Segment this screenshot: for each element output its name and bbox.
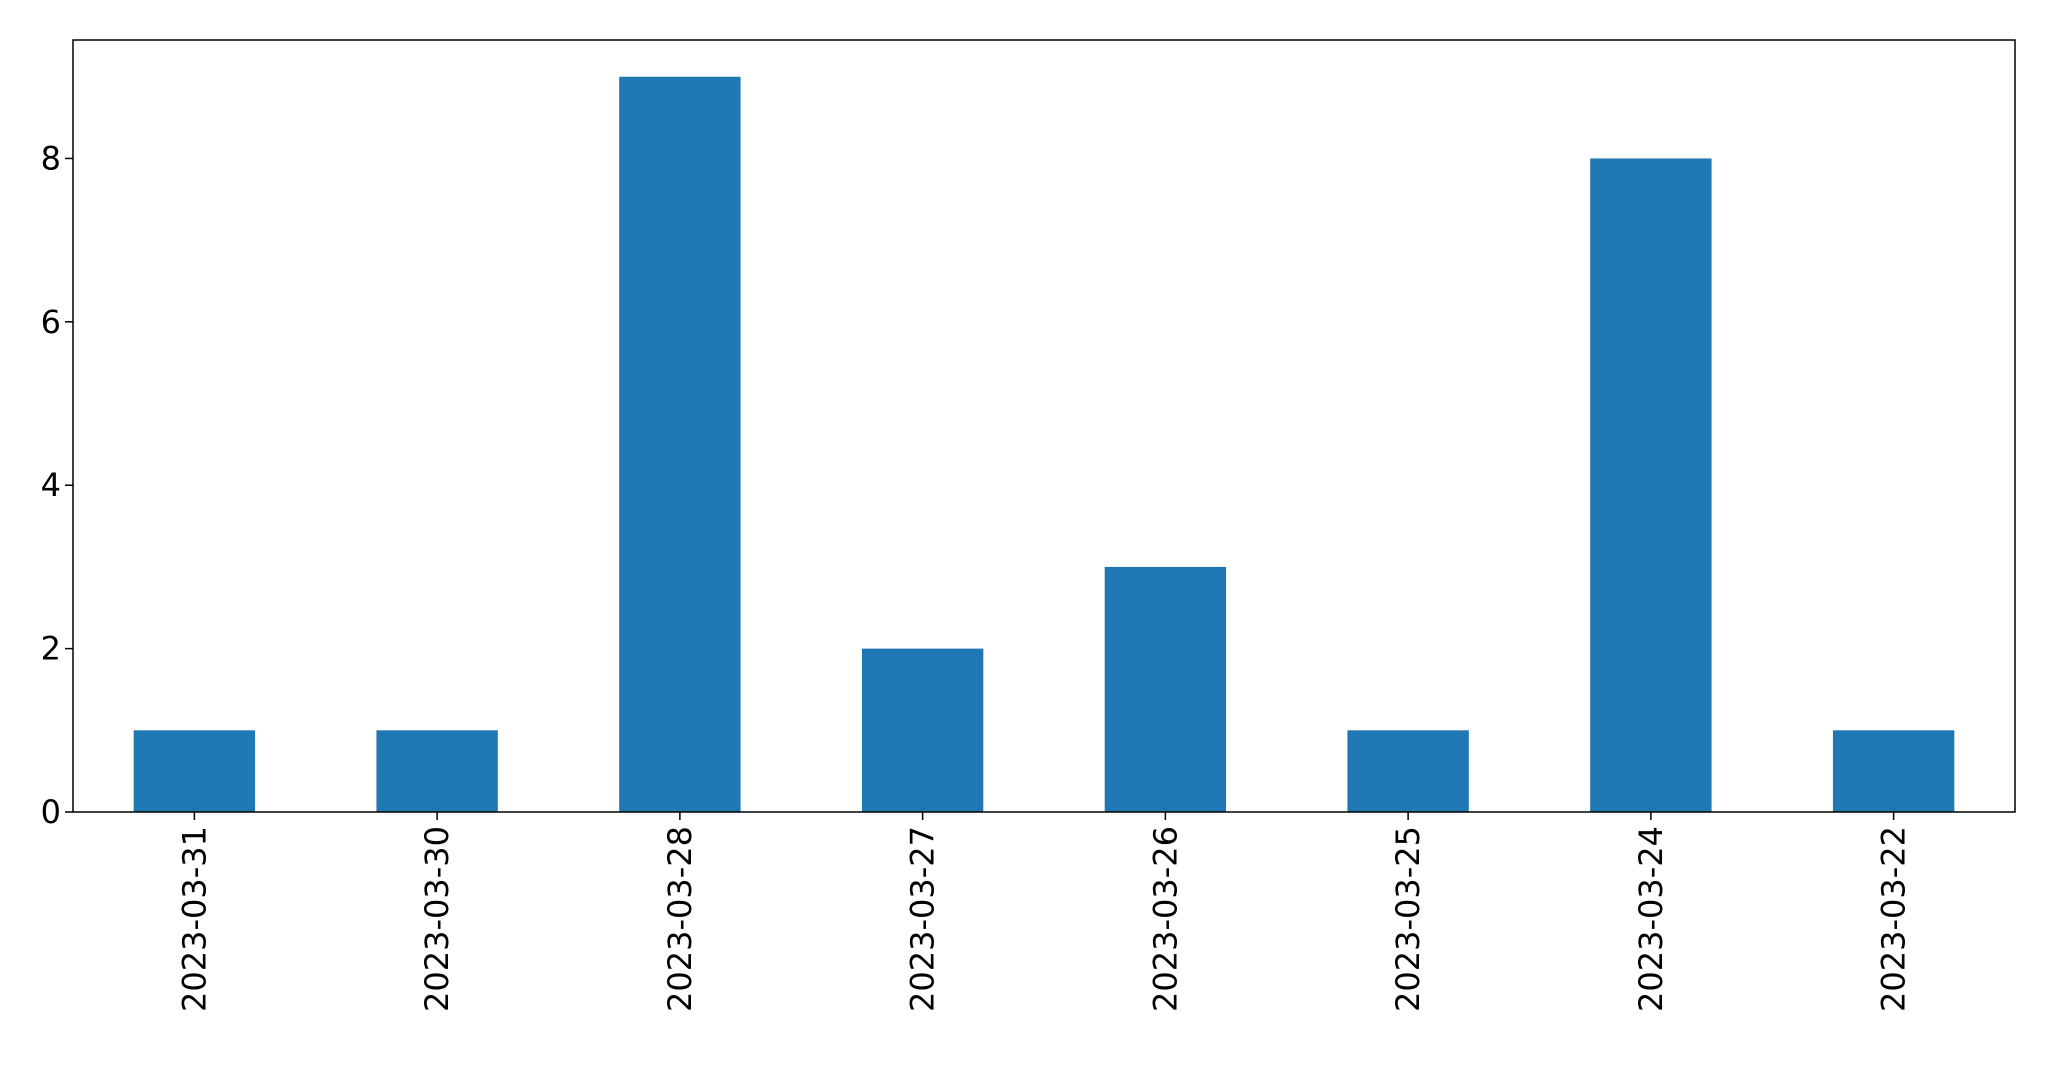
x-tick-label: 2023-03-24 — [1632, 826, 1670, 1012]
bar-2023-03-25 — [1347, 730, 1469, 812]
y-tick-label: 4 — [41, 466, 61, 504]
x-tick-label: 2023-03-26 — [1146, 826, 1184, 1012]
plot-area-frame — [72, 39, 2016, 813]
y-tick-label: 2 — [41, 630, 61, 668]
bar-2023-03-26 — [1104, 566, 1227, 812]
bar-2023-03-30 — [376, 730, 498, 812]
x-tick-label: 2023-03-31 — [175, 826, 213, 1012]
y-tick-label: 8 — [41, 139, 61, 177]
x-tick-label: 2023-03-27 — [904, 826, 942, 1012]
x-tick-label: 2023-03-30 — [418, 826, 456, 1012]
y-axis: 0 2 4 6 8 — [41, 139, 73, 831]
y-tick-label: 6 — [41, 303, 61, 341]
bars-group — [133, 76, 1955, 813]
bar-2023-03-22 — [1832, 730, 1955, 812]
bar-2023-03-27 — [861, 648, 984, 812]
bar-2023-03-31 — [133, 730, 256, 812]
bar-2023-03-28 — [619, 76, 741, 812]
bar-2023-03-24 — [1590, 158, 1712, 813]
x-tick-label: 2023-03-25 — [1389, 826, 1427, 1012]
x-tick-label: 2023-03-22 — [1875, 826, 1913, 1012]
x-tick-label: 2023-03-28 — [661, 826, 699, 1012]
y-tick-label: 0 — [41, 793, 61, 831]
x-axis: 2023-03-31 2023-03-30 2023-03-28 2023-03-27… — [175, 812, 1913, 1012]
